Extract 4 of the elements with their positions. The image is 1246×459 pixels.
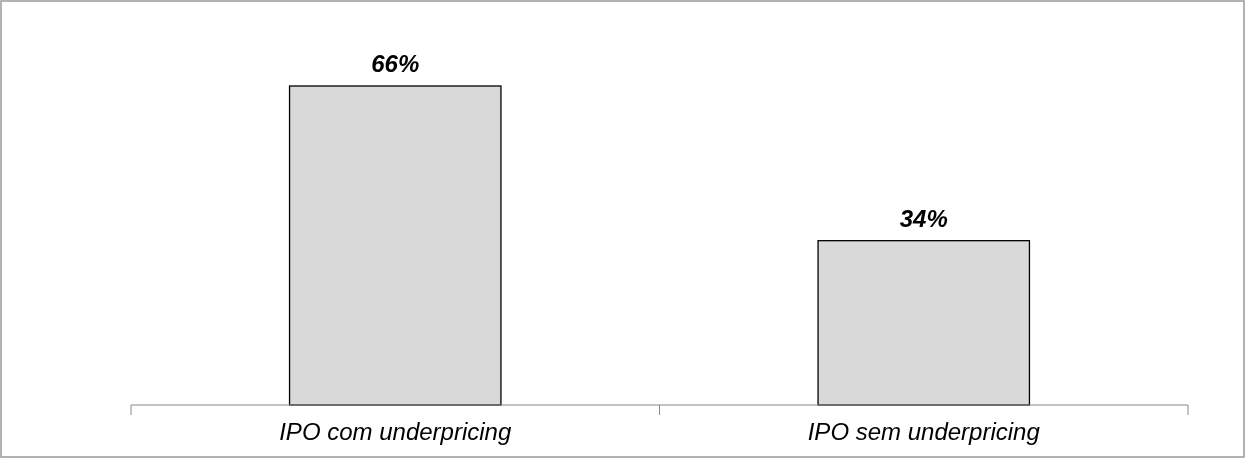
data-label: 66%	[371, 50, 420, 77]
x-tick-label: IPO sem underpricing	[807, 418, 1041, 446]
data-label: 34%	[899, 204, 948, 232]
x-tick-label: IPO com underpricing	[279, 418, 512, 446]
